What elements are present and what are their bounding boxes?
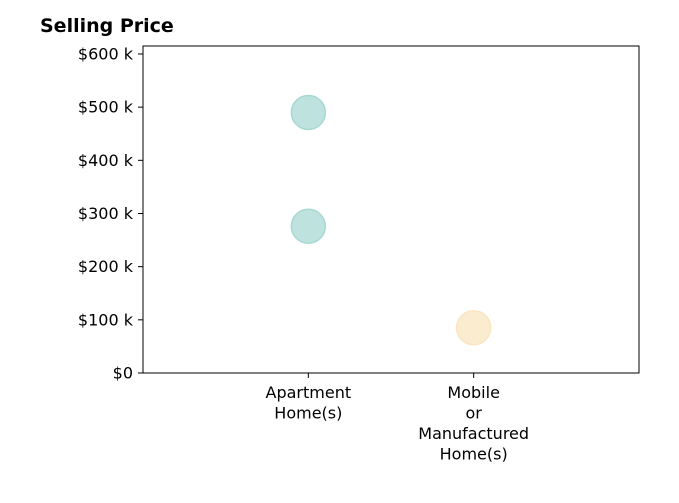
x-tick-label: Mobile or Manufactured Home(s) bbox=[418, 383, 529, 464]
y-axis: $0 $100 k $200 k $300 k $400 k $500 k $600 k bbox=[78, 44, 143, 383]
data-points bbox=[290, 94, 492, 346]
data-point bbox=[455, 310, 492, 346]
chart-title: Selling Price bbox=[40, 15, 174, 37]
y-tick-label: $400 k bbox=[78, 151, 134, 170]
y-tick-label: $300 k bbox=[78, 204, 134, 223]
x-tick-label: Apartment Home(s) bbox=[266, 383, 352, 423]
data-point bbox=[290, 94, 327, 131]
plot-frame bbox=[142, 45, 640, 374]
y-tick-label: $100 k bbox=[78, 310, 134, 329]
y-tick-label: $500 k bbox=[78, 98, 134, 117]
data-point bbox=[290, 208, 327, 244]
y-tick-label: $0 bbox=[113, 364, 133, 383]
y-tick-label: $200 k bbox=[78, 257, 134, 276]
y-tick-label: $600 k bbox=[78, 44, 134, 63]
x-axis: Apartment Home(s) Mobile or Manufactured Home… bbox=[266, 373, 529, 464]
